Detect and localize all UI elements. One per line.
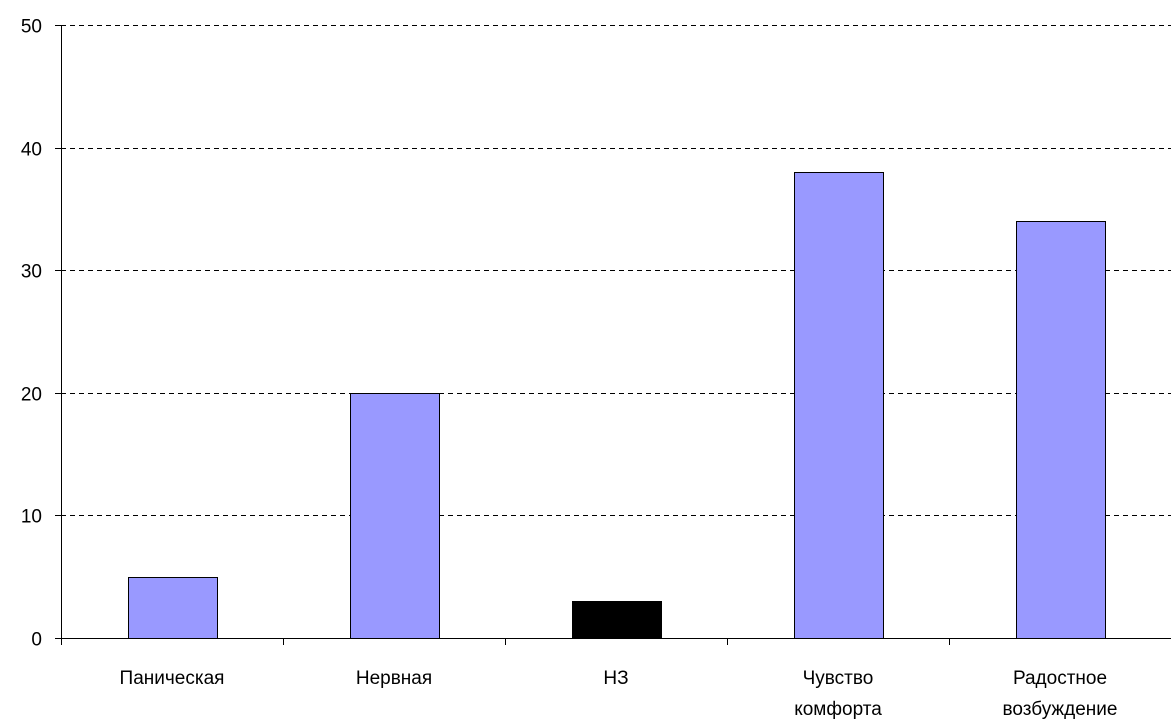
bar-4 — [794, 172, 884, 639]
x-category-label: Радостное возбуждение — [1003, 668, 1118, 720]
y-tick-label: 0 — [31, 630, 42, 651]
bars — [128, 172, 1106, 639]
x-category-label: Нервная — [356, 668, 432, 689]
x-category-label: НЗ — [603, 668, 628, 689]
y-tick-label: 50 — [21, 17, 42, 38]
bar-3 — [572, 601, 662, 639]
y-tick-labels: 0 10 20 30 40 50 — [21, 17, 42, 651]
bar-2 — [350, 393, 440, 639]
bar-1 — [128, 577, 218, 639]
y-tick-label: 40 — [21, 140, 42, 161]
x-category-label: Чувство комфорта — [794, 668, 882, 720]
gridlines — [61, 25, 1171, 516]
y-tick-label: 30 — [21, 262, 42, 283]
y-tick-label: 20 — [21, 385, 42, 406]
x-tick-labels: Паническая Нервная НЗ Чувство комфорта Радост… — [120, 668, 1118, 720]
bar-5 — [1016, 221, 1106, 639]
x-category-label: Паническая — [120, 668, 225, 689]
y-tick-label: 10 — [21, 507, 42, 528]
axes — [55, 25, 1171, 645]
